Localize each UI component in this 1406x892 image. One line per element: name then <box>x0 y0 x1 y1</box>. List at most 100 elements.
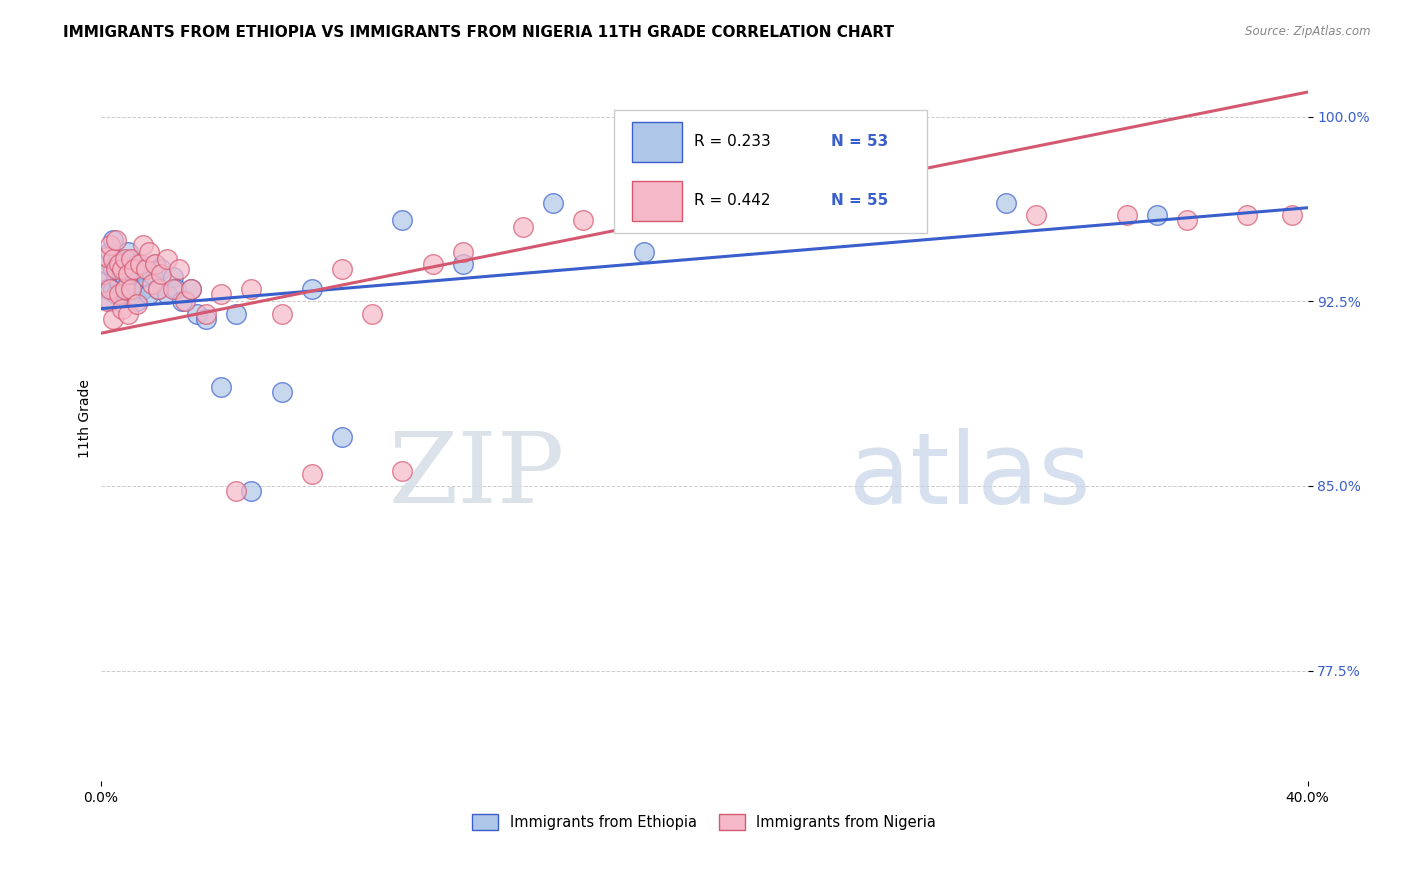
Point <box>122 262 145 277</box>
Point <box>117 307 139 321</box>
Point <box>451 257 474 271</box>
Y-axis label: 11th Grade: 11th Grade <box>79 379 93 458</box>
Point <box>165 282 187 296</box>
Point <box>330 430 353 444</box>
Point <box>141 277 163 291</box>
Point <box>132 237 155 252</box>
Point <box>361 307 384 321</box>
Point <box>141 267 163 281</box>
Point <box>422 257 444 271</box>
Point <box>96 250 118 264</box>
Point <box>98 237 121 252</box>
Point <box>1175 213 1198 227</box>
Point <box>125 294 148 309</box>
Point <box>101 311 124 326</box>
Text: N = 53: N = 53 <box>831 135 889 150</box>
Point <box>1236 208 1258 222</box>
Point <box>1025 208 1047 222</box>
Point <box>114 269 136 284</box>
Point <box>512 220 534 235</box>
Point <box>132 282 155 296</box>
Point <box>572 213 595 227</box>
Point <box>541 195 564 210</box>
Point <box>122 267 145 281</box>
Point <box>96 294 118 309</box>
Point <box>994 195 1017 210</box>
Point <box>225 307 247 321</box>
Point <box>120 252 142 267</box>
Point <box>111 267 134 281</box>
Point <box>301 467 323 481</box>
Point <box>162 269 184 284</box>
Point <box>814 208 837 222</box>
Point <box>180 282 202 296</box>
Point <box>120 287 142 301</box>
Point <box>111 262 134 277</box>
Point <box>101 262 124 277</box>
Point <box>143 257 166 271</box>
Point <box>104 233 127 247</box>
Point <box>1146 208 1168 222</box>
Point <box>301 282 323 296</box>
Point <box>101 233 124 247</box>
Point <box>149 267 172 281</box>
Point <box>107 257 129 271</box>
Point <box>391 213 413 227</box>
Point <box>844 208 866 222</box>
Point <box>111 301 134 316</box>
Point <box>135 262 157 277</box>
Point <box>170 294 193 309</box>
Point <box>125 297 148 311</box>
Point <box>1115 208 1137 222</box>
Point <box>93 269 115 284</box>
Point <box>111 287 134 301</box>
Point <box>128 262 150 277</box>
Point <box>117 245 139 260</box>
Point <box>240 282 263 296</box>
Point <box>104 269 127 284</box>
Point <box>135 269 157 284</box>
FancyBboxPatch shape <box>631 122 682 161</box>
Point <box>117 267 139 281</box>
Point <box>240 483 263 498</box>
Point <box>146 282 169 296</box>
Point <box>107 252 129 267</box>
Point <box>146 282 169 296</box>
Text: ZIP: ZIP <box>389 428 565 524</box>
Point <box>270 385 292 400</box>
Point <box>98 282 121 296</box>
Point <box>93 267 115 281</box>
Point <box>195 311 218 326</box>
Text: atlas: atlas <box>849 428 1091 524</box>
Point <box>114 282 136 296</box>
Text: Source: ZipAtlas.com: Source: ZipAtlas.com <box>1246 25 1371 38</box>
Point <box>270 307 292 321</box>
Point <box>225 483 247 498</box>
Point <box>96 257 118 271</box>
Point <box>120 262 142 277</box>
Point <box>391 464 413 478</box>
Text: R = 0.233: R = 0.233 <box>695 135 786 150</box>
Point <box>186 307 208 321</box>
Point <box>101 252 124 267</box>
Point <box>143 257 166 271</box>
Point <box>209 380 232 394</box>
Point <box>107 287 129 301</box>
Point <box>114 252 136 267</box>
Point <box>120 282 142 296</box>
Text: R = 0.442: R = 0.442 <box>695 194 786 208</box>
Point <box>633 245 655 260</box>
Legend: Immigrants from Ethiopia, Immigrants from Nigeria: Immigrants from Ethiopia, Immigrants fro… <box>465 808 942 836</box>
Point <box>1281 208 1303 222</box>
Point <box>128 257 150 271</box>
Point <box>195 307 218 321</box>
Point <box>693 208 716 222</box>
Point <box>96 282 118 296</box>
Point <box>138 245 160 260</box>
Point <box>162 282 184 296</box>
Point <box>330 262 353 277</box>
Text: IMMIGRANTS FROM ETHIOPIA VS IMMIGRANTS FROM NIGERIA 11TH GRADE CORRELATION CHART: IMMIGRANTS FROM ETHIOPIA VS IMMIGRANTS F… <box>63 25 894 40</box>
Point <box>451 245 474 260</box>
FancyBboxPatch shape <box>613 110 928 233</box>
Point <box>98 294 121 309</box>
